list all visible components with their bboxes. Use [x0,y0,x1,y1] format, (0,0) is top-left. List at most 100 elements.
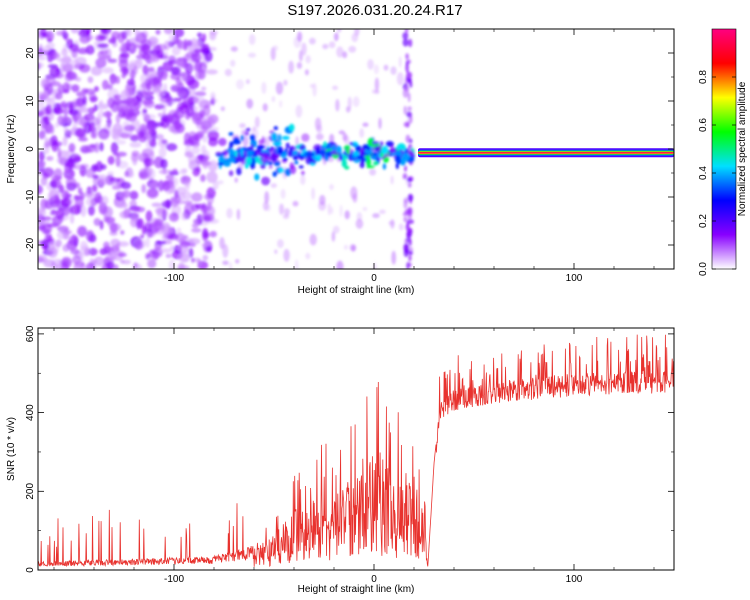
spectrogram-cell [41,216,52,221]
spectrogram-cell [71,255,82,265]
spectrogram-cell [296,62,303,69]
spectrogram-cell [273,153,278,160]
spectrogram-cell [271,96,276,103]
spectrogram-cell [84,190,95,198]
snr-xtick-label: 100 [566,574,583,585]
spectrogram-cell [218,137,227,147]
spectrogram-cell [77,225,88,237]
spectrogram-cell [115,103,128,113]
spectrogram-cell [385,141,394,148]
spectrogram-cell [407,182,412,188]
spectrogram-cell [220,106,225,112]
spectrogram-cell [200,205,209,214]
colorbar-tick-label: 0.8 [698,70,709,84]
colorbar: 0.0 0.2 0.4 0.6 0.8 Normalized spectral ampl… [698,28,748,276]
spectrogram-cell [68,143,76,153]
spectrogram-cell [58,115,71,124]
spectrogram-cell [114,264,119,269]
spectrogram-cell [236,79,244,90]
spectrogram-cell [293,156,298,161]
spectrogram-cell [135,218,142,230]
spectrogram-cell [327,203,331,216]
spectrogram-cell [98,99,105,112]
spectrogram-cell [53,72,64,79]
spectrogram-cell [71,84,80,93]
spectrogram-cell [316,124,323,134]
spectrogram-cell [191,141,200,148]
spectrogram-cell [359,128,365,138]
spectrogram-cell [100,53,108,60]
colorbar-tick-label: 0.0 [698,262,709,276]
spectrogram-cell [229,141,234,148]
spectrogram-cell [244,163,249,169]
ridge-band-4 [418,152,674,154]
spectrogram-cell [261,81,267,94]
spectrogram-cell [122,259,131,265]
spectrogram-cell [254,173,260,181]
spectrogram-cell [81,148,93,153]
spectrogram-cell [78,29,90,37]
spectrogram-cell [235,156,243,161]
spectrogram-cell [244,131,250,136]
spectrogram-cell [38,130,46,140]
spectrogram-cell [408,254,412,262]
spectrogram-cell [362,206,368,212]
spectrogram-cell [297,31,303,42]
spectrogram-cell [303,151,308,158]
spectrogram-cell [119,210,130,219]
spectrogram-cell [377,145,382,151]
spectrogram-cell [173,110,185,119]
snr-panel: -100 0 100 0 200 400 600 Height of straight li… [6,325,675,595]
spectrogram-cell [262,103,268,112]
spectrogram-cell [158,180,165,192]
spectrogram-cell [172,168,178,173]
spectrogram-cell [209,31,217,41]
spectrogram-cell [408,238,412,247]
spectrogram-cell [60,100,67,108]
spectrogram-cell [309,37,316,45]
spectrogram-cell [147,77,159,86]
spectrogram-cell [230,59,236,67]
spectrogram-cell [374,77,380,92]
spectrogram-cell [115,131,121,138]
spectrogram-cell [284,208,290,216]
snr-series-line [38,334,674,568]
spectrogram-cell [168,212,180,222]
spectrogram-cell [336,260,344,269]
spectrogram-cell [156,240,166,245]
snr-ylabel: SNR (10 * v/v) [6,417,17,481]
spectrogram-cell [390,66,397,75]
spectrogram-cell [176,88,187,97]
spectrogram-cell [44,137,49,145]
spectrogram-cell [70,59,80,70]
spectrogram-cell [341,159,347,168]
spectrogram-cell [119,132,131,139]
spectrogram-cell [137,131,145,138]
spectrogram-cell [245,127,251,132]
spectrogram-cell [47,30,53,36]
spectrogram-cell [141,81,151,90]
spectrogram-cell [122,190,131,198]
spectrogram-cell [264,191,270,204]
spectrogram-cell [74,195,83,200]
spectrogram-cell [38,62,44,69]
spectrogram-cell [403,105,407,115]
spectrogram-cell [155,43,167,51]
spectrogram-cell [155,87,166,97]
spectrogram-cell [99,132,110,138]
spectrogram-cell [165,199,172,210]
spectrogram-cell [38,207,46,213]
snr-ytick-label: 200 [25,483,36,500]
spectrogram-cell [191,146,200,155]
spectrogram-cell [309,83,315,88]
spectrogram-cell [71,234,77,241]
spectrogram-ylabel: Frequency (Hz) [6,115,17,184]
spectrogram-cell [202,33,207,42]
spectrogram-cell [183,132,191,144]
spectrogram-cell [228,132,234,136]
spectrogram-cell [342,51,348,59]
spectrogram-cell [206,69,218,75]
spectrogram-cell [158,169,171,175]
